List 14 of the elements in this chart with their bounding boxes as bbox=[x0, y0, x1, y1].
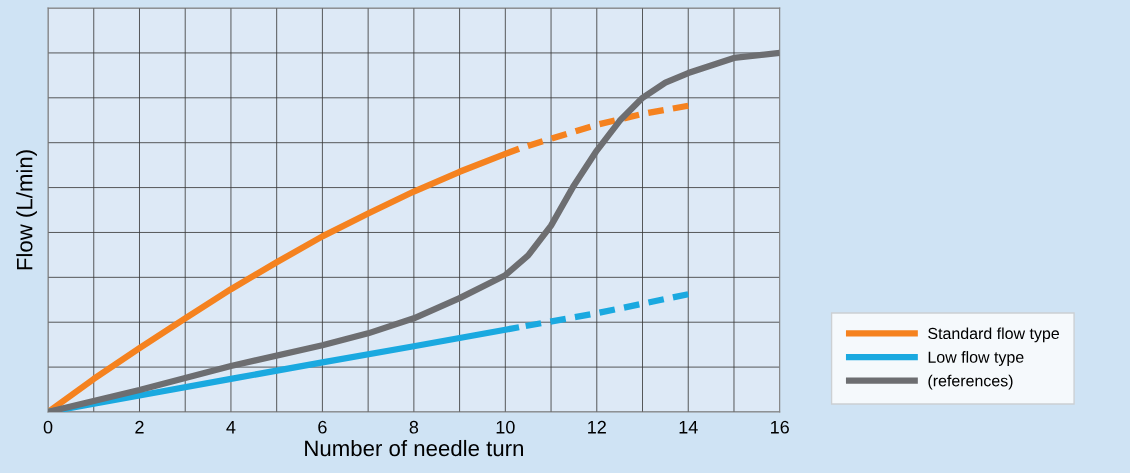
y-axis-title: Flow (L/min) bbox=[16, 150, 37, 270]
x-tick-label: 10 bbox=[496, 420, 515, 434]
x-tick-label: 12 bbox=[588, 420, 606, 434]
x-tick-label: 4 bbox=[226, 420, 236, 434]
legend-label: Low flow type bbox=[928, 351, 1024, 366]
x-tick-label: 6 bbox=[318, 420, 327, 434]
x-tick-label: 16 bbox=[771, 420, 789, 434]
x-axis-title: Number of needle turn bbox=[305, 439, 523, 457]
x-tick-label: 8 bbox=[409, 420, 419, 434]
legend-label: (references) bbox=[928, 374, 1013, 390]
x-tick-label: 0 bbox=[43, 420, 53, 434]
legend-label: Standard flow type bbox=[928, 327, 1059, 343]
x-tick-label: 14 bbox=[679, 420, 698, 434]
x-tick-label: 2 bbox=[135, 420, 144, 434]
